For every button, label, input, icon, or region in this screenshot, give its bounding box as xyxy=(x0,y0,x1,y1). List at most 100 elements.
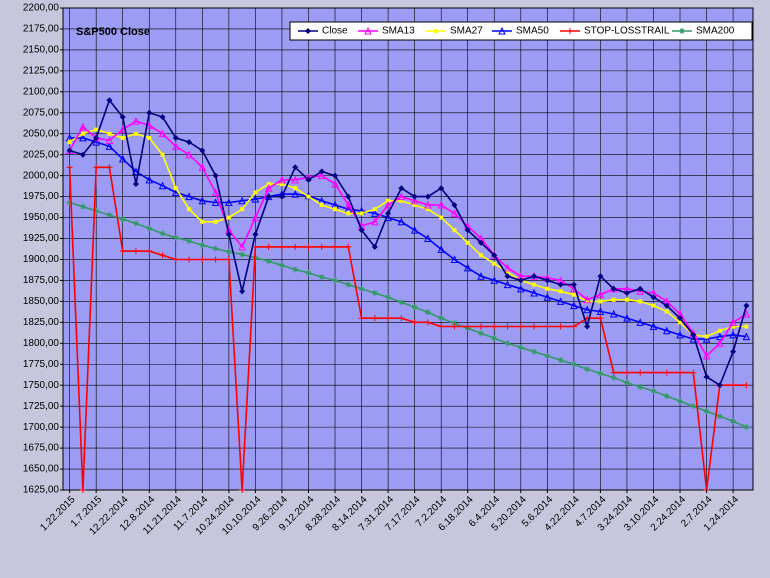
marker xyxy=(438,323,445,330)
marker xyxy=(79,203,86,210)
marker xyxy=(239,288,246,295)
marker xyxy=(664,309,669,314)
marker xyxy=(345,243,352,250)
plot-area xyxy=(62,7,754,491)
marker xyxy=(450,209,459,217)
marker xyxy=(133,131,138,136)
marker xyxy=(530,288,538,297)
marker xyxy=(225,248,232,255)
marker xyxy=(464,323,471,330)
y-tick-label: 1825,00 xyxy=(23,317,60,328)
marker xyxy=(199,256,206,263)
marker xyxy=(132,181,139,188)
marker xyxy=(212,245,219,252)
marker xyxy=(397,217,406,226)
marker xyxy=(410,196,419,205)
marker xyxy=(543,293,552,301)
marker xyxy=(704,334,709,339)
marker xyxy=(93,164,100,171)
marker xyxy=(545,286,550,291)
marker xyxy=(120,135,125,140)
marker xyxy=(690,369,697,376)
marker xyxy=(385,294,392,301)
legend-marker xyxy=(434,29,438,33)
marker xyxy=(185,192,193,201)
marker xyxy=(703,408,710,415)
grid xyxy=(63,7,753,491)
marker xyxy=(265,258,272,265)
marker xyxy=(517,323,524,330)
marker xyxy=(477,239,484,246)
y-tick-label: 2200,00 xyxy=(23,3,60,14)
marker xyxy=(371,217,379,226)
y-tick-label: 1650,00 xyxy=(23,464,60,475)
marker xyxy=(67,140,72,145)
marker xyxy=(252,243,259,250)
marker xyxy=(412,202,417,207)
series-line xyxy=(69,201,747,428)
marker xyxy=(238,196,246,205)
y-tick-label: 1775,00 xyxy=(23,359,60,370)
marker xyxy=(212,172,219,179)
marker xyxy=(132,248,139,255)
marker xyxy=(118,154,127,163)
marker xyxy=(306,194,311,199)
marker xyxy=(662,326,671,335)
marker xyxy=(239,251,246,258)
marker xyxy=(585,299,590,304)
marker xyxy=(463,263,472,272)
marker xyxy=(371,243,378,250)
marker xyxy=(399,198,404,203)
marker xyxy=(171,188,180,196)
marker xyxy=(742,332,751,341)
marker xyxy=(477,330,484,337)
marker xyxy=(731,324,736,329)
y-tick-label: 2100,00 xyxy=(23,86,60,97)
marker xyxy=(729,330,737,339)
marker xyxy=(610,369,617,376)
marker xyxy=(730,348,737,355)
marker xyxy=(571,292,576,297)
marker xyxy=(79,151,86,158)
marker xyxy=(424,193,431,200)
marker xyxy=(716,413,723,420)
marker xyxy=(251,195,260,203)
marker xyxy=(211,198,220,206)
marker xyxy=(253,190,258,195)
marker xyxy=(636,287,645,295)
marker xyxy=(638,299,643,304)
marker xyxy=(703,373,710,380)
marker xyxy=(159,113,166,120)
marker xyxy=(677,398,684,405)
marker xyxy=(503,263,512,272)
marker xyxy=(105,142,114,150)
marker xyxy=(317,171,326,180)
marker xyxy=(119,248,126,255)
marker xyxy=(531,323,538,330)
marker xyxy=(80,131,85,136)
marker xyxy=(491,252,498,259)
marker xyxy=(398,315,405,322)
marker xyxy=(132,117,140,125)
marker xyxy=(424,234,432,243)
marker xyxy=(492,261,497,266)
y-tick-label: 1625,00 xyxy=(23,485,60,496)
legend-label: SMA13 xyxy=(382,26,415,37)
marker xyxy=(477,323,484,330)
marker xyxy=(346,211,351,216)
marker xyxy=(504,323,511,330)
marker xyxy=(544,277,551,284)
marker xyxy=(397,192,406,201)
series-line xyxy=(69,98,748,387)
marker xyxy=(93,134,100,141)
marker xyxy=(544,323,551,330)
marker xyxy=(437,200,445,209)
marker xyxy=(702,351,711,360)
marker xyxy=(623,379,630,386)
marker xyxy=(186,256,193,263)
marker xyxy=(730,382,737,389)
marker xyxy=(505,270,510,275)
marker xyxy=(371,290,378,297)
marker xyxy=(465,240,470,245)
